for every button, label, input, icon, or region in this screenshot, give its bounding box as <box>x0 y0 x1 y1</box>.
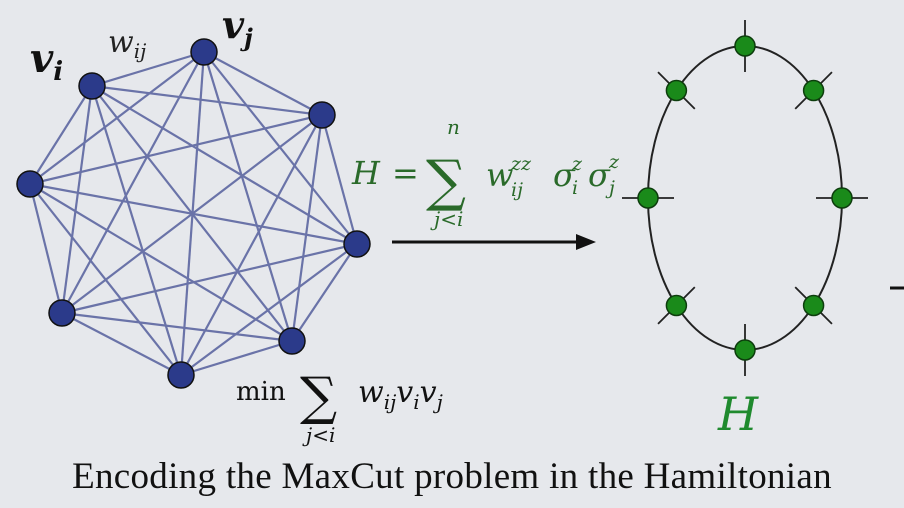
objective-sigma-sub: j<i <box>302 423 335 447</box>
formula-sigma1-sup: z <box>571 153 583 175</box>
formula-sigma-upper: n <box>447 115 460 139</box>
graph-edge <box>29 183 182 376</box>
graph-node <box>48 299 76 327</box>
graph-edge <box>28 183 64 314</box>
graph-edge <box>29 113 323 186</box>
formula-sigma2: σ <box>588 156 611 194</box>
graph-edge <box>29 85 93 185</box>
objective-sigma: ∑ <box>300 367 337 427</box>
graph-nodes <box>16 38 371 389</box>
objective-term: wijvivj <box>358 375 443 414</box>
ring-node <box>665 294 688 317</box>
graph-edge <box>61 51 205 314</box>
formula-sigma2-sup: z <box>608 151 620 173</box>
objective-v1-sub: i <box>413 390 419 414</box>
objective-v2-sub: j <box>433 390 443 414</box>
formula-sigma1: σ <box>553 156 576 194</box>
caption: Encoding the MaxCut problem in the Hamil… <box>72 456 832 497</box>
ring-node <box>802 79 825 102</box>
graph-edge <box>61 242 358 315</box>
graph-edge <box>90 85 183 376</box>
formula-sigma: ∑ <box>426 149 466 214</box>
graph-node <box>343 230 371 258</box>
graph-edge <box>29 51 205 185</box>
graph-node <box>308 101 336 129</box>
graph-edge <box>91 84 323 117</box>
label-vj: vj <box>222 2 253 52</box>
graph-edge <box>291 243 358 342</box>
ring-node <box>665 79 688 102</box>
ring-label: H <box>717 387 759 441</box>
graph-edge <box>202 51 294 342</box>
objective-min: min <box>236 377 286 407</box>
formula-w-term: w <box>486 156 513 194</box>
label-vi-main: v <box>30 35 54 82</box>
graph-labels: vi vj wij <box>30 2 253 87</box>
hamiltonian-ring <box>622 20 868 376</box>
graph-edge <box>180 339 293 377</box>
graph-edge <box>29 183 293 342</box>
formula-sigma2-sub: j <box>605 177 615 199</box>
label-w-main: w <box>108 25 134 60</box>
formula-sigma1-sub: i <box>572 177 578 199</box>
label-vj-sub: j <box>240 23 253 52</box>
ring-node <box>802 294 825 317</box>
graph-edge <box>320 114 359 245</box>
graph-edge <box>29 182 358 246</box>
graph-node <box>78 72 106 100</box>
hamiltonian-formula: H = ∑ n j<i w zz ij σ z i σ z j <box>351 115 620 231</box>
label-w-sub: ij <box>134 39 147 63</box>
graph-edge <box>61 312 182 376</box>
formula-lhs: H <box>351 154 381 192</box>
graph-edge <box>91 85 358 245</box>
objective-w-sub: ij <box>384 390 397 414</box>
graph-node <box>190 38 218 66</box>
objective-v2: v <box>420 375 437 410</box>
label-w: wij <box>108 25 146 63</box>
ring-node <box>734 339 756 361</box>
graph-edge <box>290 114 324 342</box>
label-vi-sub: i <box>53 57 63 87</box>
formula-sigma-lower: j<i <box>430 207 463 231</box>
graph-node <box>16 170 44 198</box>
graph-node <box>278 327 306 355</box>
formula-w: w <box>486 156 513 194</box>
graph-edge <box>60 85 94 314</box>
graph-edge <box>180 243 358 376</box>
graph-edge <box>61 311 293 343</box>
objective-formula: min ∑ j<i wijvivj <box>236 367 443 447</box>
graph-edge <box>203 51 323 116</box>
graph-node <box>167 361 195 389</box>
label-vi: vi <box>30 35 63 87</box>
formula-w-sup: zz <box>510 153 532 175</box>
ring-nodes <box>622 20 868 376</box>
graph-edges <box>28 50 359 377</box>
transform-arrow <box>392 234 596 250</box>
label-vj-main: v <box>222 2 245 47</box>
formula-w-sub: ij <box>511 179 523 201</box>
formula-eq: = <box>392 154 419 192</box>
ring-node <box>831 187 853 209</box>
objective-v1: v <box>396 375 413 410</box>
graph-edge <box>203 51 358 245</box>
graph-edge <box>180 114 323 376</box>
objective-w: w <box>358 375 384 410</box>
arrow-head <box>576 234 596 250</box>
ring-node <box>734 35 756 57</box>
ring-node <box>637 187 659 209</box>
graph-edge <box>91 50 205 88</box>
